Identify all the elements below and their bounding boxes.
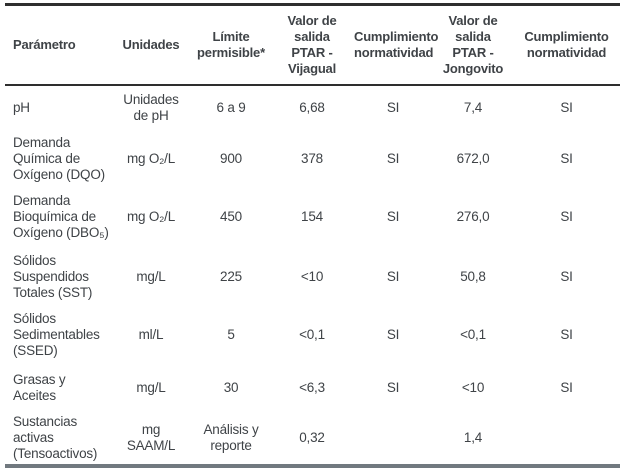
jongovito-compliance-cell: SI bbox=[560, 100, 573, 115]
limit-cell: Análisis y reporte bbox=[203, 421, 259, 453]
compliance-table: Parámetro Unidades Límite permisible* Va… bbox=[5, 3, 620, 468]
header-cumplimiento-vijagual: Cumplimiento normatividad bbox=[353, 4, 438, 86]
table-row-sst: Sólidos Suspendidos Totales (SST) mg/L 2… bbox=[5, 247, 620, 307]
vijagual-compliance-cell: SI bbox=[386, 100, 400, 115]
param-cell: Sólidos Suspendidos Totales (SST) bbox=[13, 252, 93, 300]
vijagual-compliance-cell: SI bbox=[386, 209, 400, 224]
param-cell: Demanda Química de Oxígeno (DQO) bbox=[13, 135, 105, 182]
unit-cell: mg O₂/L bbox=[126, 209, 176, 224]
jongovito-compliance-cell: SI bbox=[560, 268, 573, 284]
param-cell: Grasas y Aceites bbox=[13, 371, 66, 403]
vijagual-compliance-cell: SI bbox=[386, 151, 400, 166]
unit-cell: ml/L bbox=[138, 327, 164, 342]
table-row-dbo5: Demanda Bioquímica de Oxígeno (DBO₅) mg … bbox=[5, 188, 620, 247]
jongovito-compliance-cell bbox=[513, 412, 620, 466]
vijagual-value-cell: <6,3 bbox=[299, 379, 325, 395]
param-cell: Demanda Bioquímica de Oxígeno (DBO₅) bbox=[13, 193, 109, 240]
unit-cell: mg/L bbox=[136, 268, 166, 284]
jongovito-value-cell: 50,8 bbox=[460, 268, 486, 284]
header-parametro: Parámetro bbox=[5, 4, 111, 86]
jongovito-compliance-cell: SI bbox=[560, 151, 573, 166]
header-limite-permisible: Límite permisible* bbox=[191, 4, 271, 86]
unit-cell: mg/L bbox=[136, 379, 166, 395]
table-row-ph: pH Unidades de pH 6 a 9 6,68 SI 7,4 SI bbox=[5, 85, 620, 131]
vijagual-value-cell: 154 bbox=[301, 209, 323, 224]
header-cumplimiento-jongovito: Cumplimiento normatividad bbox=[513, 4, 620, 86]
vijagual-compliance-cell: SI bbox=[386, 327, 400, 342]
vijagual-compliance-cell bbox=[353, 412, 433, 466]
jongovito-value-cell: 7,4 bbox=[463, 100, 483, 115]
header-unidades: Unidades bbox=[111, 4, 191, 86]
vijagual-value-cell: 6,68 bbox=[299, 100, 325, 115]
limit-cell: 450 bbox=[220, 209, 242, 224]
limit-cell: 6 a 9 bbox=[216, 100, 246, 115]
limit-cell: 5 bbox=[227, 327, 235, 342]
limit-cell: 30 bbox=[223, 379, 239, 395]
vijagual-value-cell: 378 bbox=[301, 151, 323, 166]
header-row: Parámetro Unidades Límite permisible* Va… bbox=[5, 4, 620, 86]
table-row-ssed: Sólidos Sedimentables (SSED) ml/L 5 <0,1… bbox=[5, 307, 620, 364]
jongovito-compliance-cell: SI bbox=[560, 327, 573, 342]
table-row-grasas: Grasas y Aceites mg/L 30 <6,3 SI <10 SI bbox=[5, 364, 620, 412]
vijagual-value-cell: <10 bbox=[300, 268, 324, 284]
jongovito-value-cell: 672,0 bbox=[456, 151, 490, 166]
vijagual-value-cell: <0,1 bbox=[299, 327, 325, 342]
limit-cell: 225 bbox=[220, 268, 242, 284]
unit-cell: mg O₂/L bbox=[126, 151, 176, 166]
param-cell: Sólidos Sedimentables (SSED) bbox=[13, 311, 100, 358]
jongovito-compliance-cell: SI bbox=[560, 209, 573, 224]
jongovito-value-cell: 276,0 bbox=[456, 209, 490, 224]
vijagual-compliance-cell: SI bbox=[386, 379, 400, 395]
jongovito-compliance-cell: SI bbox=[560, 379, 573, 395]
jongovito-value-cell: <0,1 bbox=[460, 327, 486, 342]
header-valor-salida-vijagual: Valor de salida PTAR - Vijagual bbox=[271, 4, 353, 86]
vijagual-compliance-cell: SI bbox=[386, 268, 400, 284]
jongovito-value-cell: <10 bbox=[461, 379, 485, 395]
param-cell: pH bbox=[13, 100, 30, 115]
table-row-tensoactivos: Sustancias activas (Tensoactivos) mg SAA… bbox=[5, 412, 620, 466]
table-row-dqo: Demanda Química de Oxígeno (DQO) mg O₂/L… bbox=[5, 131, 620, 188]
jongovito-value-cell: 1,4 bbox=[463, 429, 483, 445]
vijagual-value-cell: 0,32 bbox=[299, 429, 325, 445]
header-valor-salida-jongovito: Valor de salida PTAR - Jongovito bbox=[433, 4, 513, 86]
unit-cell: mg SAAM/L bbox=[126, 421, 176, 453]
limit-cell: 900 bbox=[220, 151, 242, 166]
unit-cell: Unidades de pH bbox=[123, 92, 179, 123]
param-cell: Sustancias activas (Tensoactivos) bbox=[13, 413, 98, 461]
